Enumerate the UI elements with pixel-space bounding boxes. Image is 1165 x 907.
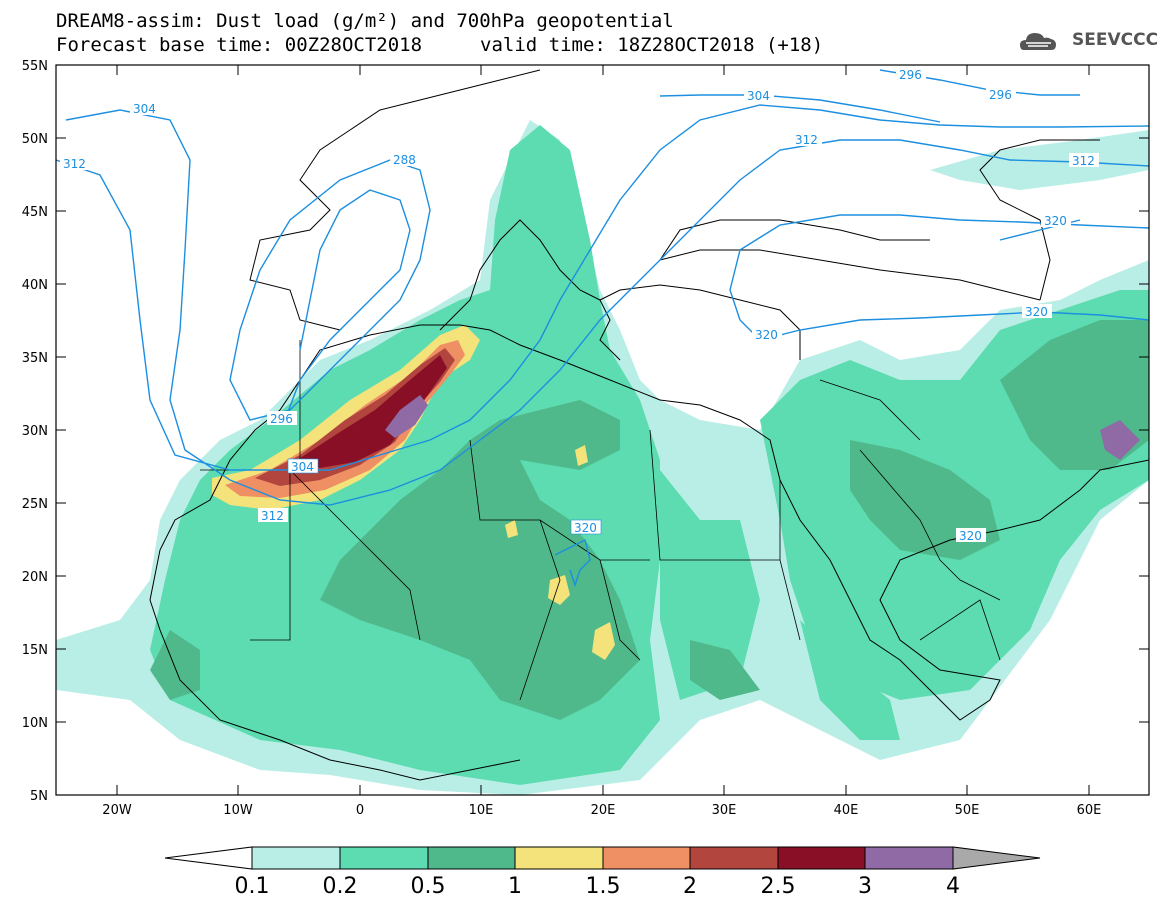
lat-label: 20N bbox=[22, 570, 48, 585]
colorbar-label: 0.5 bbox=[411, 874, 446, 899]
contour-label: 320 bbox=[755, 328, 778, 342]
lon-label: 10W bbox=[223, 803, 253, 818]
contour-label: 312 bbox=[795, 133, 818, 147]
colorbar-bin bbox=[514, 846, 604, 870]
colorbar-label: 0.1 bbox=[235, 874, 270, 899]
contour-label: 296 bbox=[899, 68, 922, 82]
dust-level-3 bbox=[385, 395, 1140, 460]
contour-label: 320 bbox=[959, 529, 982, 543]
lat-label: 35N bbox=[22, 351, 48, 366]
colorbar-label: 1.5 bbox=[586, 874, 621, 899]
dust-level-2 bbox=[255, 348, 455, 486]
latitude-labels: 55N 50N 45N 40N 35N 30N 25N 20N 15N 10N … bbox=[22, 59, 48, 804]
lon-label: 40E bbox=[834, 803, 859, 818]
lon-label: 10E bbox=[469, 803, 494, 818]
colorbar-labels: 0.1 0.2 0.5 1 1.5 2 2.5 3 4 bbox=[235, 874, 961, 899]
contour-label: 312 bbox=[63, 157, 86, 171]
lat-label: 15N bbox=[22, 643, 48, 658]
lon-label: 30E bbox=[712, 803, 737, 818]
contour-label: 304 bbox=[747, 89, 770, 103]
lat-label: 25N bbox=[22, 497, 48, 512]
colorbar bbox=[164, 846, 1041, 870]
logo-text: SEEVCCC bbox=[1072, 30, 1159, 50]
colorbar-label: 4 bbox=[946, 874, 960, 899]
lon-label: 20W bbox=[102, 803, 132, 818]
lon-label: 0 bbox=[356, 803, 364, 818]
contour-label: 320 bbox=[1044, 214, 1067, 228]
contour-label: 320 bbox=[574, 521, 597, 535]
lat-label: 10N bbox=[22, 716, 48, 731]
lat-label: 50N bbox=[22, 132, 48, 147]
colorbar-label: 0.2 bbox=[323, 874, 358, 899]
chart-title: DREAM8-assim: Dust load (g/m²) and 700hP… bbox=[56, 10, 674, 32]
seevccc-cloud-icon bbox=[1020, 33, 1056, 50]
colorbar-label: 3 bbox=[858, 874, 872, 899]
contour-label: 304 bbox=[133, 102, 156, 116]
contour-label: 288 bbox=[393, 153, 416, 167]
lat-label: 45N bbox=[22, 205, 48, 220]
colorbar-bin bbox=[339, 846, 429, 870]
lat-label: 5N bbox=[30, 789, 48, 804]
longitude-axis bbox=[116, 65, 1090, 795]
contour-label: 304 bbox=[291, 460, 314, 474]
colorbar-bin bbox=[251, 846, 341, 870]
colorbar-over-arrow bbox=[952, 846, 1041, 870]
contour-label: 312 bbox=[1072, 154, 1095, 168]
colorbar-bin bbox=[777, 846, 866, 870]
lat-label: 55N bbox=[22, 59, 48, 74]
colorbar-bin bbox=[689, 846, 779, 870]
colorbar-label: 1 bbox=[508, 874, 522, 899]
colorbar-label: 2.5 bbox=[761, 874, 796, 899]
lon-label: 50E bbox=[955, 803, 980, 818]
contour-labels: 304 312 288 296 304 312 296 312 320 320 … bbox=[60, 67, 1099, 543]
colorbar-under-arrow bbox=[164, 846, 253, 870]
latitude-axis bbox=[56, 64, 1149, 723]
lat-label: 30N bbox=[22, 424, 48, 439]
colorbar-bin bbox=[602, 846, 691, 870]
contour-label: 312 bbox=[261, 509, 284, 523]
contour-label: 296 bbox=[989, 88, 1012, 102]
dust-level-0-5 bbox=[150, 320, 1149, 720]
forecast-base-time: Forecast base time: 00Z28OCT2018 bbox=[56, 34, 423, 56]
colorbar-label: 2 bbox=[683, 874, 697, 899]
contour-label: 320 bbox=[1025, 305, 1048, 319]
colorbar-bin bbox=[864, 846, 954, 870]
contour-label: 296 bbox=[270, 412, 293, 426]
lat-label: 40N bbox=[22, 278, 48, 293]
longitude-labels: 20W 10W 0 10E 20E 30E 40E 50E 60E bbox=[102, 803, 1101, 818]
lon-label: 60E bbox=[1077, 803, 1102, 818]
dust-level-2-5 bbox=[300, 355, 447, 468]
valid-time: valid time: 18Z28OCT2018 (+18) bbox=[480, 34, 824, 56]
lon-label: 20E bbox=[591, 803, 616, 818]
colorbar-bin bbox=[427, 846, 516, 870]
